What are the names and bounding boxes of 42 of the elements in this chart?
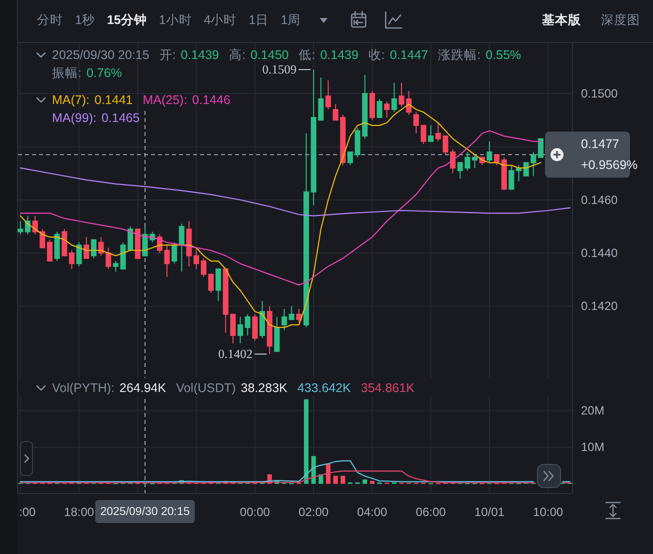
y-tick-label: 0.1460 bbox=[581, 192, 618, 207]
annotation: 开: 0.1439 bbox=[159, 48, 220, 62]
text: 0.1477 bbox=[581, 137, 620, 152]
y-tick-label: 0.1440 bbox=[581, 246, 618, 260]
x-tick-label: 10:00 bbox=[533, 505, 564, 519]
x-tick-label: 06:00 bbox=[416, 505, 446, 519]
text: Vol(USDT) 38.283K bbox=[176, 381, 288, 395]
text: 2025/09/30 20:15 bbox=[100, 506, 190, 518]
annotation: 振幅: 0.76% bbox=[52, 66, 122, 80]
x-tick-label: 02:00 bbox=[298, 505, 329, 519]
text: MA(99): 0.1465 bbox=[52, 111, 140, 125]
text: 354.861K bbox=[360, 381, 416, 395]
text: 1秒 bbox=[75, 13, 95, 27]
annotation: 高: 0.1450 bbox=[229, 47, 289, 62]
y-tick-label: 0.1500 bbox=[581, 86, 618, 101]
x-tick-label: :00 bbox=[18, 505, 36, 519]
text: +0.9569% bbox=[581, 158, 638, 172]
text: 分时 bbox=[37, 13, 63, 27]
text: MA(7): 0.1441 bbox=[52, 93, 133, 107]
text: 15分钟 bbox=[106, 13, 147, 27]
text: 1日 bbox=[248, 13, 269, 27]
x-tick-label: 18:00 bbox=[64, 505, 94, 519]
text: 433.642K bbox=[297, 381, 352, 395]
annotation: 0.1509 bbox=[262, 62, 297, 77]
text: 1周 bbox=[280, 13, 301, 27]
annotation: 2025/09/30 20:15 bbox=[52, 48, 150, 62]
annotation: 0.1402 bbox=[218, 347, 253, 362]
annotation: 涨跌幅: 0.55% bbox=[438, 48, 522, 62]
text: 1小时 bbox=[158, 13, 192, 27]
annotation: 收: 0.1447 bbox=[368, 48, 428, 62]
text: 基本版 bbox=[541, 13, 582, 27]
text: MA(25): 0.1446 bbox=[142, 93, 230, 107]
annotation: 低: 0.1439 bbox=[298, 48, 358, 62]
y-tick-label: 0.1420 bbox=[581, 299, 618, 314]
x-tick-label: 10/01 bbox=[474, 505, 505, 519]
x-tick-label: 00:00 bbox=[240, 505, 270, 519]
y-tick-label: 20M bbox=[581, 404, 604, 418]
text: Vol(PYTH): 264.94K bbox=[52, 381, 167, 395]
text: 4小时 bbox=[204, 13, 237, 27]
text: 深度图 bbox=[601, 12, 640, 27]
x-tick-label: 04:00 bbox=[357, 505, 388, 519]
y-tick-label: 10M bbox=[581, 440, 604, 454]
